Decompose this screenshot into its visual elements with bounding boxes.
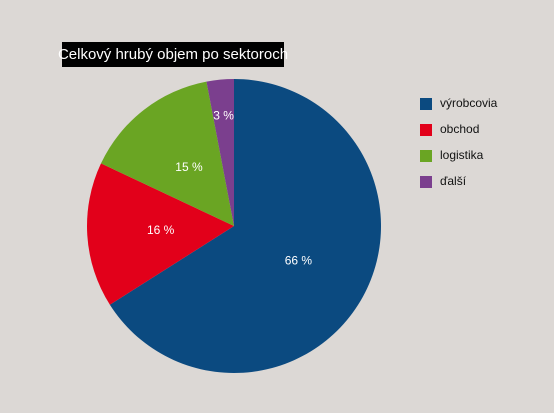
data-label: 15 % — [175, 160, 203, 174]
data-label: 3 % — [213, 108, 234, 122]
pie-slice — [206, 79, 234, 226]
legend-swatch — [420, 176, 432, 188]
legend-label: výrobcovia — [440, 96, 498, 110]
legend-label: logistika — [440, 148, 484, 162]
data-label: 66 % — [285, 254, 313, 268]
chart-title: Celkový hrubý objem po sektoroch — [58, 46, 288, 63]
pie-slice — [87, 163, 235, 305]
legend-swatch — [420, 124, 432, 136]
legend-swatch — [420, 150, 432, 162]
title-box — [62, 42, 284, 67]
legend-label: obchod — [440, 122, 479, 136]
pie-slice — [100, 81, 235, 226]
pie-slice — [109, 79, 382, 374]
data-label: 16 % — [147, 223, 175, 237]
legend-swatch — [420, 98, 432, 110]
legend-label: ďalší — [440, 174, 467, 188]
